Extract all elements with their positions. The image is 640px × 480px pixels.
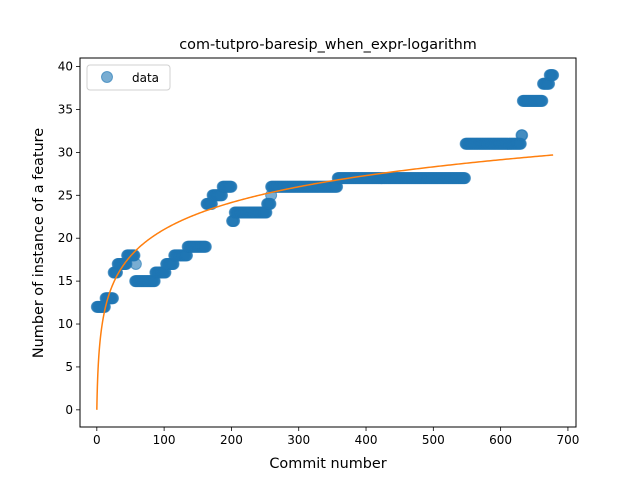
y-ticks: 0 5 10 15 20 25 30 35 40 — [58, 60, 80, 417]
data-point — [129, 257, 142, 270]
y-axis-label: Number of instance of a feature — [31, 128, 47, 358]
x-tick-label: 200 — [220, 433, 243, 447]
x-tick-label: 300 — [287, 433, 310, 447]
x-ticks: 0 100 200 300 400 500 600 700 — [93, 427, 579, 447]
axes-frame — [79, 57, 577, 428]
x-tick-label: 0 — [93, 433, 101, 447]
y-tick-label: 20 — [58, 231, 73, 245]
data-point — [547, 69, 560, 82]
x-tick-label: 700 — [556, 433, 579, 447]
data-point — [458, 172, 471, 185]
fit-line — [96, 154, 554, 410]
x-tick-label: 100 — [153, 433, 176, 447]
y-tick-label: 15 — [58, 274, 73, 288]
y-tick-label: 5 — [65, 360, 73, 374]
x-tick-label: 600 — [489, 433, 512, 447]
y-tick-label: 30 — [58, 145, 73, 159]
fit-line-layer — [96, 154, 554, 410]
data-point — [516, 129, 529, 142]
data-point — [199, 240, 212, 253]
y-tick-label: 35 — [58, 102, 73, 116]
x-axis-label: Commit number — [269, 456, 386, 472]
y-tick-label: 40 — [58, 60, 73, 74]
data-point — [225, 180, 238, 193]
chart-title: com-tutpro-baresip_when_expr-logarithm — [179, 37, 477, 53]
x-tick-label: 500 — [422, 433, 445, 447]
y-tick-label: 10 — [58, 317, 73, 331]
y-tick-label: 0 — [65, 403, 73, 417]
legend-label-data: data — [132, 71, 159, 85]
y-tick-label: 25 — [58, 188, 73, 202]
data-point — [536, 94, 549, 107]
legend-marker — [101, 71, 113, 83]
x-tick-label: 400 — [355, 433, 378, 447]
legend: data — [86, 64, 171, 91]
